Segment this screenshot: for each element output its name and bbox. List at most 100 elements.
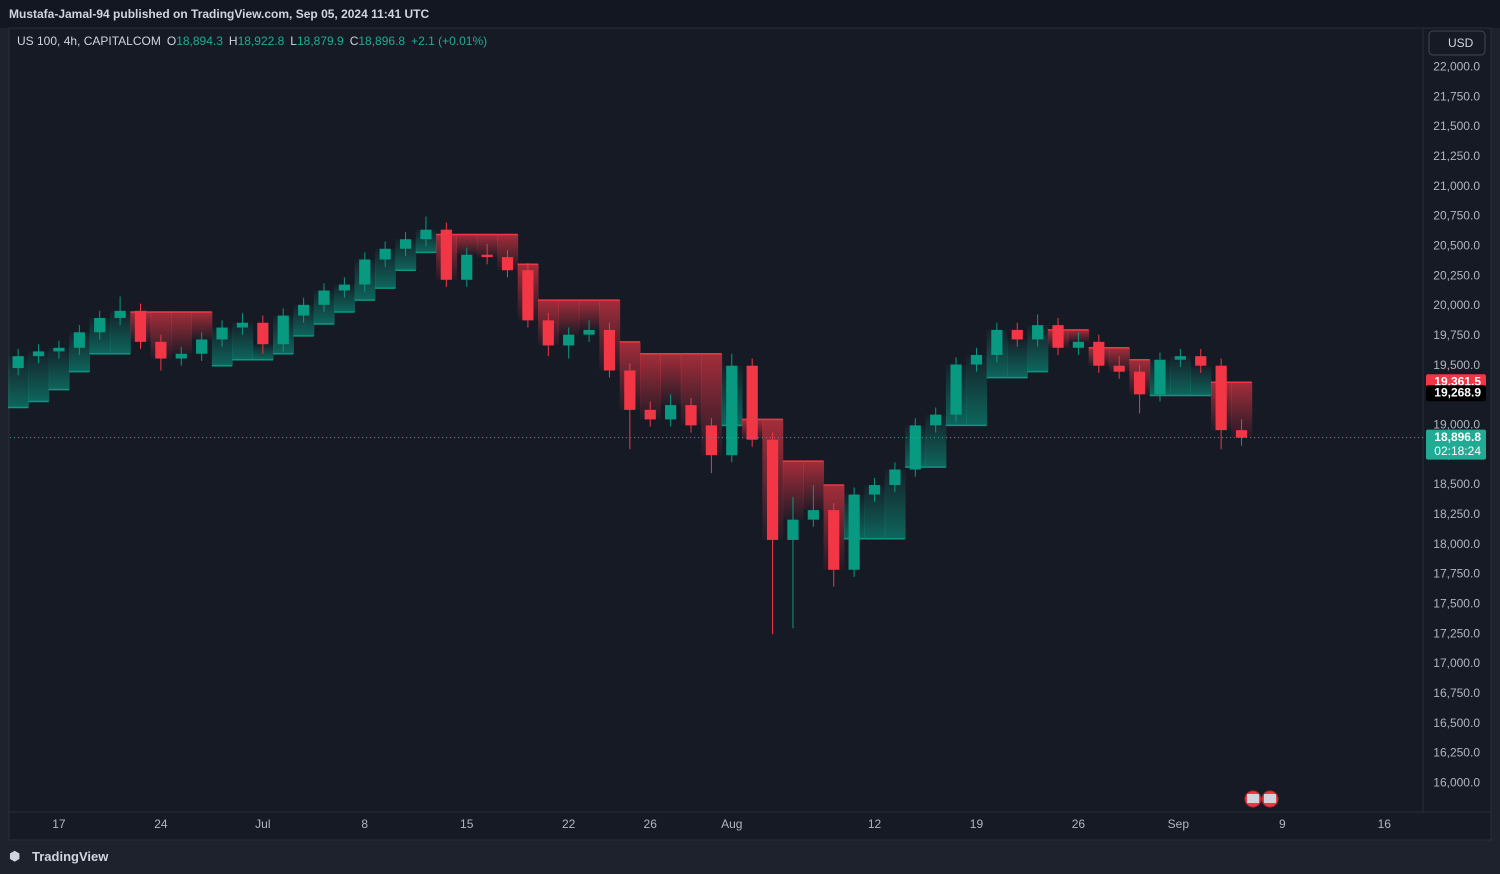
currency-button[interactable] [1428, 30, 1486, 56]
symbol: US 100, 4h, CAPITALCOM [17, 34, 161, 48]
trail-fill [1190, 365, 1212, 396]
candle-body [338, 284, 350, 291]
candle-body [766, 439, 779, 540]
y-tick-label: 17,000.0 [1433, 656, 1480, 670]
candle-body [624, 370, 636, 410]
candle-body [236, 322, 249, 328]
candle-body [868, 485, 881, 495]
trail-fill [1170, 356, 1192, 396]
candle-body [359, 259, 371, 285]
candle-body [644, 409, 656, 420]
candle-body [1011, 329, 1023, 340]
x-tick-label: 12 [868, 817, 882, 831]
change: +2.1 (+0.01%) [411, 34, 488, 48]
trail-fill [28, 351, 50, 402]
trail-fill [558, 300, 580, 335]
x-tick-label: 24 [154, 817, 168, 831]
y-tick-label: 19,500.0 [1433, 358, 1480, 372]
trail-fill [782, 461, 804, 520]
trail-fill [109, 310, 131, 354]
price-tag [1426, 429, 1486, 460]
x-tick-label: 8 [361, 817, 368, 831]
trail-fill [171, 312, 192, 354]
candle-body [379, 248, 391, 260]
candle-body [440, 229, 452, 280]
y-tick-label: 20,750.0 [1433, 209, 1480, 223]
plot: 16,000.0 16,250.0 16,500.0 16,750.0 17,000.0… [7, 60, 1486, 831]
candle-body [461, 254, 473, 280]
candle-body [542, 320, 554, 346]
trail-fill [966, 354, 988, 426]
y-tick-label: 16,750.0 [1433, 686, 1480, 700]
header-bar [0, 0, 1500, 28]
candle-body [277, 315, 289, 345]
x-tick-label: 9 [1279, 817, 1286, 831]
logo-mark: ⬢ [9, 848, 20, 863]
price-tag-label: 18,896.8 [1434, 430, 1481, 444]
x-tick-label: Sep [1168, 817, 1190, 831]
ohlc-key: O [166, 34, 177, 48]
candle-body [1195, 356, 1207, 366]
candle-body [501, 257, 514, 271]
candle-body [583, 329, 595, 335]
y-tick-label: 18,000.0 [1433, 537, 1480, 551]
y-tick-label: 18,500.0 [1433, 477, 1480, 491]
currency: USD [1448, 36, 1474, 50]
x-tick-label: 19 [970, 817, 984, 831]
y-tick-label: 20,500.0 [1433, 239, 1480, 253]
candle-body [114, 310, 126, 318]
candle-body [848, 494, 860, 570]
trail-fill [334, 284, 356, 313]
candle-body [1052, 325, 1064, 348]
candle-body [1113, 365, 1125, 372]
y-tick-label: 21,000.0 [1433, 179, 1480, 193]
candle-body [318, 290, 330, 305]
candle-body [746, 365, 758, 440]
candle-body [481, 254, 493, 258]
candle-body [1174, 356, 1186, 360]
candle-body [991, 329, 1003, 355]
ohlc-value: 18,894.3 [176, 34, 223, 48]
ohlc-key: L [290, 34, 297, 48]
candle-body [155, 341, 167, 359]
price-tag-label: 19,268.9 [1434, 385, 1481, 399]
candle-body [420, 229, 432, 240]
candle-body [1215, 365, 1227, 431]
trail-fill [925, 414, 947, 468]
y-tick-label: 19,750.0 [1433, 328, 1480, 342]
publisher: Mustafa-Jamal-94 published on TradingVie… [9, 7, 430, 21]
candle-body [196, 339, 208, 354]
x-tick-label: 22 [562, 817, 576, 831]
event-flag [1264, 794, 1276, 803]
y-tick-label: 17,750.0 [1433, 567, 1480, 581]
candle-body [12, 356, 24, 369]
candle-body [1072, 341, 1085, 348]
candle-body [726, 365, 738, 456]
trail-fill [48, 347, 70, 390]
candle-body [828, 510, 840, 570]
candle-body [53, 347, 65, 352]
x-tick-label: Jul [255, 817, 270, 831]
ohlc-value: 18,896.8 [358, 34, 406, 48]
brand: TradingView [32, 849, 109, 864]
countdown: 02:18:24 [1434, 444, 1481, 458]
candle-body [257, 322, 269, 345]
candle-body [603, 329, 616, 371]
event-flag [1247, 794, 1259, 803]
x-tick-label: Aug [721, 817, 742, 831]
x-tick-label: 17 [52, 817, 66, 831]
candle-body [32, 351, 45, 357]
candle-body [73, 332, 85, 348]
candle-body [950, 364, 962, 415]
candle-body [134, 310, 147, 342]
ohlc-value: 18,922.8 [237, 34, 285, 48]
candle-body [930, 414, 942, 426]
candle-body [787, 519, 799, 540]
y-tick-label: 22,000.0 [1433, 60, 1480, 74]
y-tick-label: 19,000.0 [1433, 418, 1480, 432]
candle-body [216, 327, 228, 340]
y-tick-label: 20,250.0 [1433, 268, 1480, 282]
y-tick-label: 16,250.0 [1433, 746, 1480, 760]
